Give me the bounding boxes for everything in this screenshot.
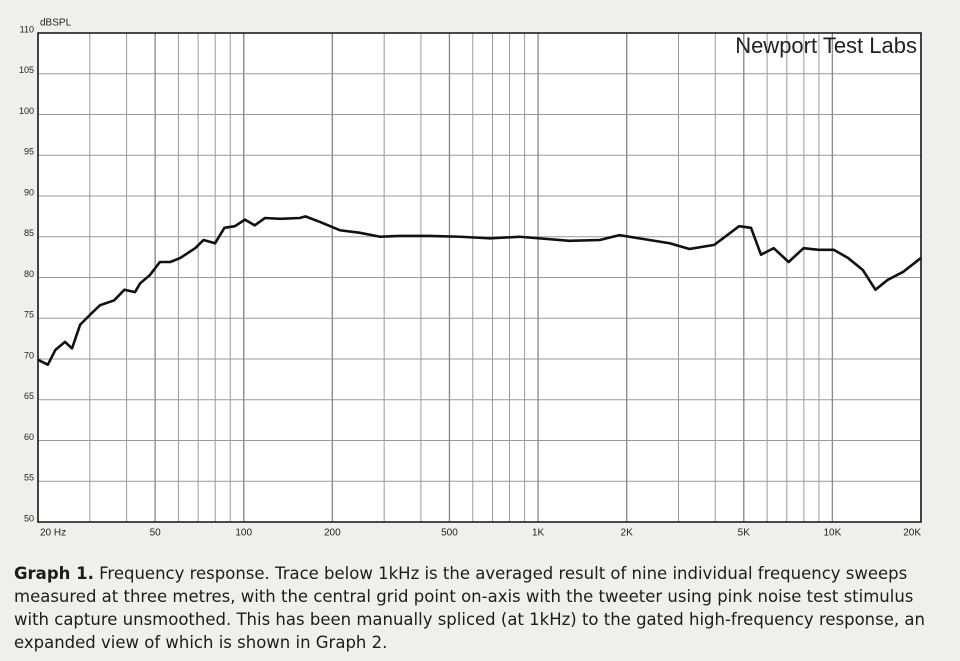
x-tick-label: 200 xyxy=(324,528,341,539)
x-tick-label: 20 Hz xyxy=(40,528,66,539)
y-tick-label: 70 xyxy=(24,350,34,360)
caption: Graph 1. Frequency response. Trace below… xyxy=(14,562,949,654)
caption-label: Graph 1. xyxy=(14,564,94,583)
chart: dBSPL Newport Test Labs 50 55 60 65 70 75 80 85… xyxy=(19,18,922,539)
y-tick-label: 50 xyxy=(24,513,34,523)
y-tick-label: 60 xyxy=(24,432,34,442)
y-tick-label: 110 xyxy=(20,24,34,34)
grid xyxy=(37,32,922,523)
y-tick-label: 65 xyxy=(24,391,34,401)
x-tick-label: 100 xyxy=(235,528,252,539)
y-tick-label: 95 xyxy=(24,147,34,157)
x-tick-label: 20K xyxy=(903,528,921,539)
x-tick-label: 5K xyxy=(738,528,751,539)
y-tick-label: 75 xyxy=(24,310,34,320)
caption-text: Frequency response. Trace below 1kHz is … xyxy=(14,564,925,652)
annotation: Newport Test Labs xyxy=(735,33,917,58)
y-tick-label: 85 xyxy=(24,228,34,238)
frequency-response-line xyxy=(37,215,922,367)
y-tick-label: 80 xyxy=(24,269,34,279)
x-tick-label: 50 xyxy=(150,528,162,539)
y-tick-label: 100 xyxy=(19,106,34,116)
x-tick-label: 500 xyxy=(441,528,458,539)
x-tick-label: 1K xyxy=(532,528,545,539)
y-tick-label: 90 xyxy=(24,187,34,197)
plot-border xyxy=(37,32,922,523)
y-axis-label: dBSPL xyxy=(40,18,72,29)
y-tick-label: 55 xyxy=(24,473,34,483)
y-tick-label: 105 xyxy=(19,65,34,75)
x-tick-label: 2K xyxy=(621,528,634,539)
x-tick-label: 10K xyxy=(823,528,841,539)
